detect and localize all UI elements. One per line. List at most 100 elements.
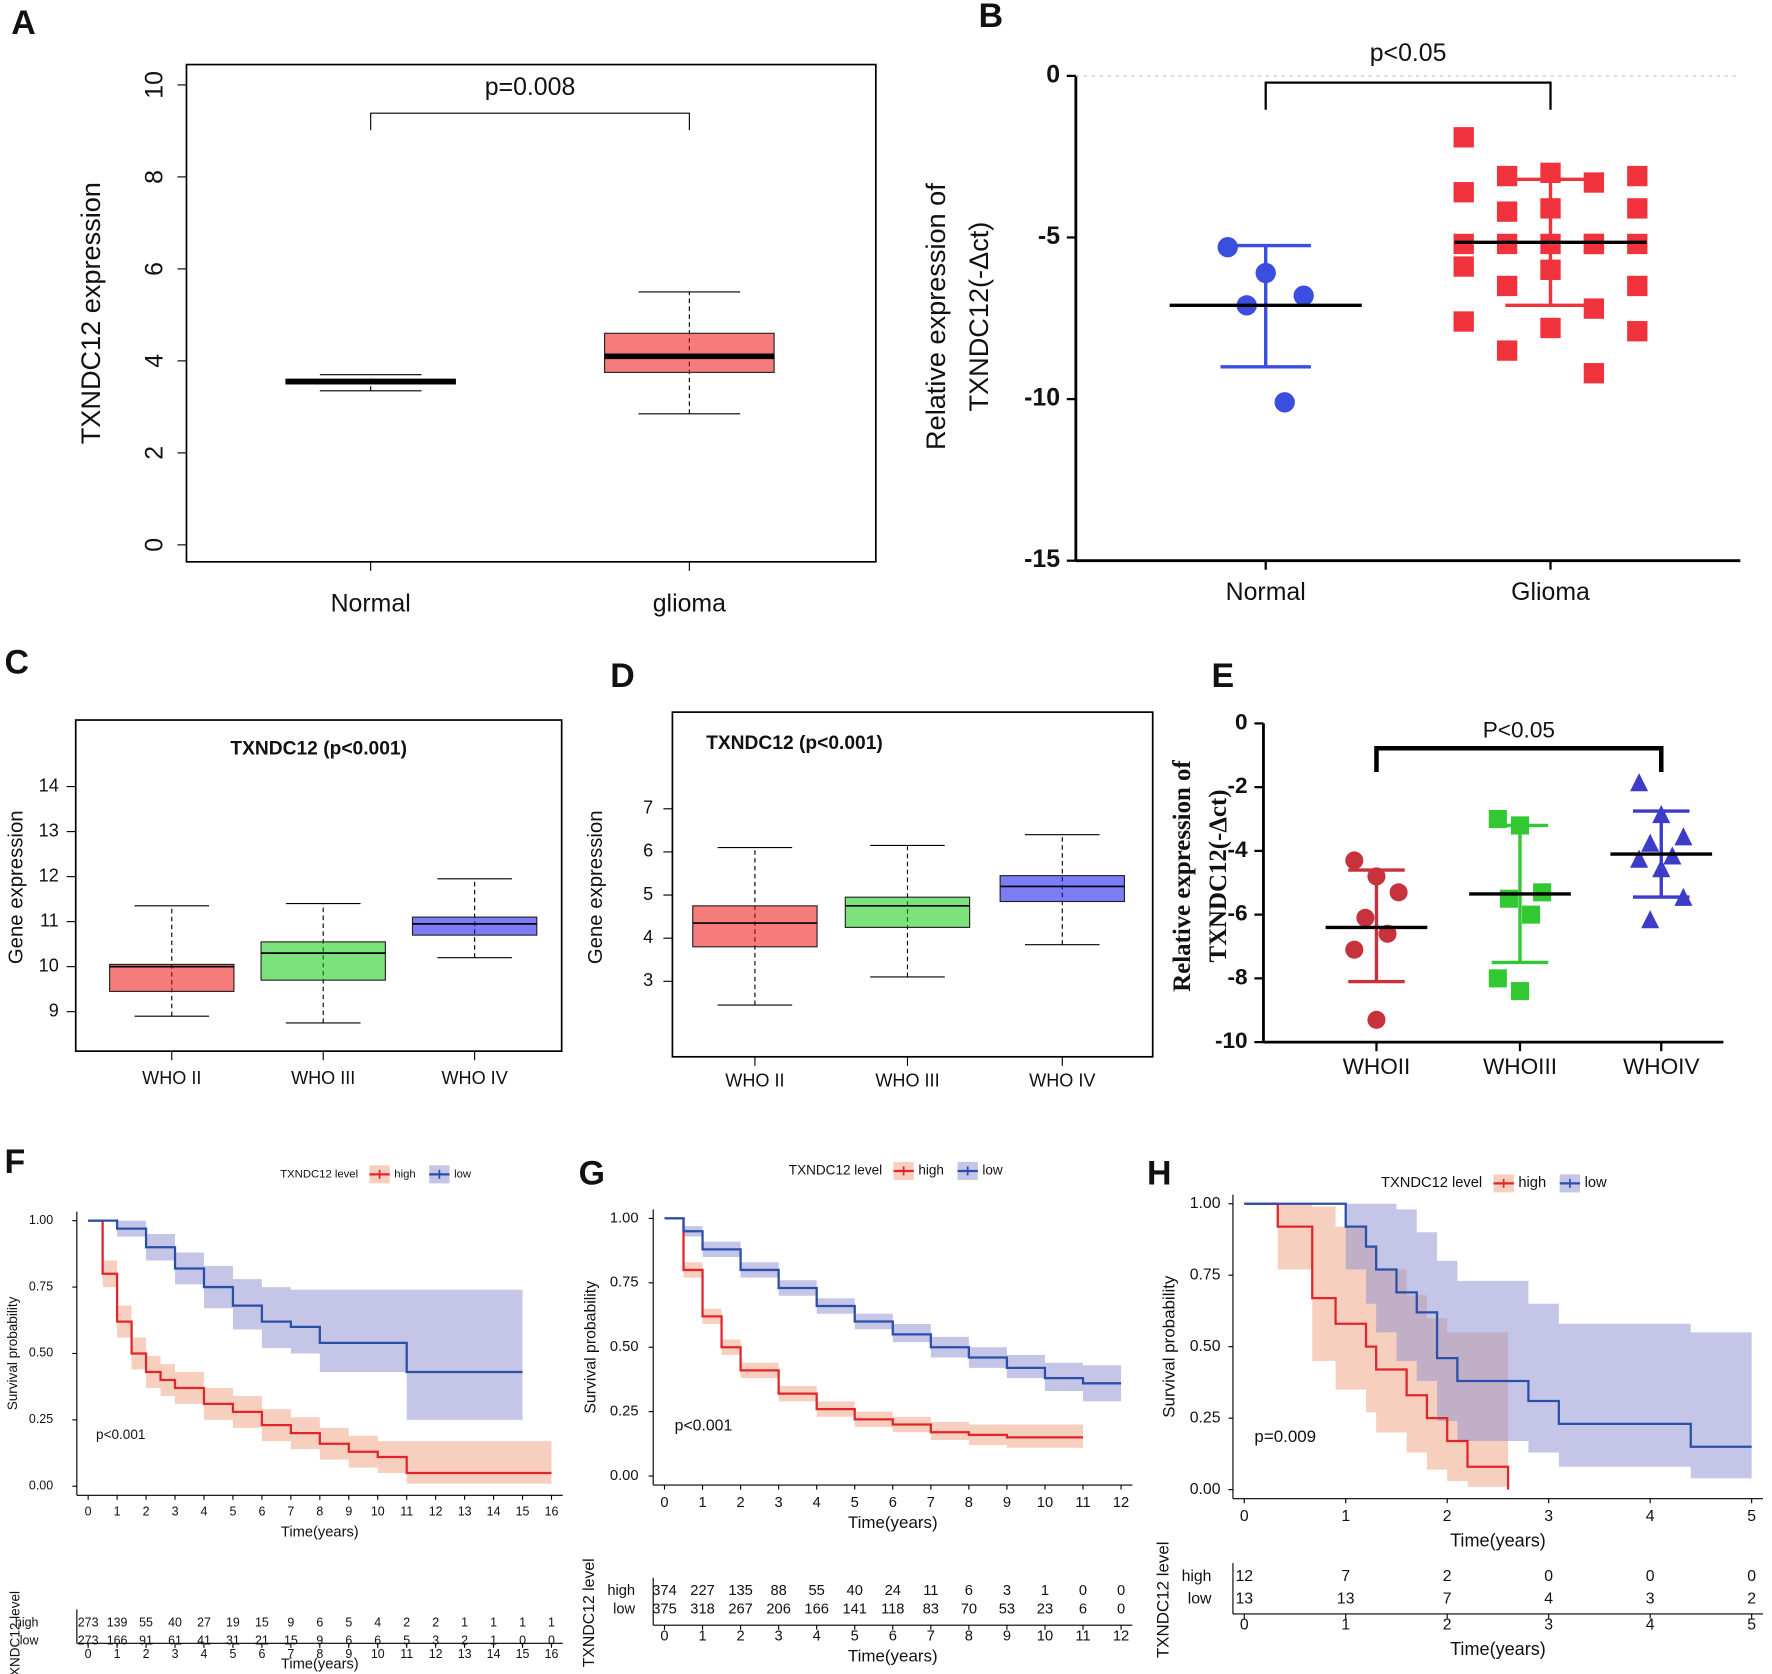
x-tick-label: 6 xyxy=(258,1647,265,1661)
at-risk-count: 5 xyxy=(403,1633,410,1647)
at-risk-count: 0 xyxy=(1747,1568,1756,1585)
y-tick-label: 6 xyxy=(643,841,653,861)
y-axis-label: TXNDC12(-Δct) xyxy=(963,222,994,412)
y-tick-label: 13 xyxy=(39,820,59,840)
x-axis-label: Time(years) xyxy=(1450,1639,1546,1659)
at-risk-count: 0 xyxy=(1079,1583,1087,1599)
x-tick-label: 3 xyxy=(172,1505,179,1519)
y-axis-label: Survival probability xyxy=(5,1296,20,1410)
at-risk-count: 15 xyxy=(284,1633,298,1647)
y-tick-label: 1.00 xyxy=(1190,1195,1221,1212)
x-tick-label: 6 xyxy=(889,1495,897,1511)
y-tick-label: 0.75 xyxy=(1190,1266,1221,1283)
legend-title: TXNDC12 level xyxy=(789,1163,882,1178)
y-tick-label: -10 xyxy=(1215,1028,1248,1053)
at-risk-count: 0 xyxy=(519,1633,526,1647)
y-tick-label: 8 xyxy=(141,170,169,184)
x-tick-label: 10 xyxy=(371,1647,385,1661)
data-point xyxy=(1627,321,1648,342)
x-tick-label: Normal xyxy=(1226,578,1306,606)
y-tick-label: 0.00 xyxy=(610,1468,639,1484)
at-risk-count: 267 xyxy=(728,1601,753,1617)
data-point xyxy=(1583,363,1605,384)
significance-bracket xyxy=(370,112,690,131)
at-risk-count: 139 xyxy=(107,1615,128,1629)
x-tick-label: 3 xyxy=(1544,1508,1553,1525)
x-tick-label: 9 xyxy=(345,1505,352,1519)
at-risk-count: 31 xyxy=(226,1633,240,1647)
panel-label: F xyxy=(5,1143,26,1181)
panel-label: G xyxy=(579,1154,605,1192)
x-tick-label: 2 xyxy=(143,1505,150,1519)
at-risk-count: 273 xyxy=(78,1633,99,1647)
x-tick-label: 15 xyxy=(516,1647,530,1661)
confidence-band xyxy=(664,1218,1084,1448)
at-risk-count: 40 xyxy=(847,1583,863,1599)
x-tick-label: 12 xyxy=(429,1647,443,1661)
annotation: p<0.05 xyxy=(1370,39,1447,67)
at-risk-count: 5 xyxy=(345,1615,352,1629)
at-risk-count: 53 xyxy=(999,1601,1015,1617)
x-tick-label: 9 xyxy=(345,1647,352,1661)
at-risk-count: 118 xyxy=(881,1601,904,1617)
at-risk-count: 4 xyxy=(374,1615,381,1629)
survival-curve xyxy=(1244,1202,1510,1490)
legend-label: high xyxy=(394,1168,415,1180)
y-tick-label: 0.50 xyxy=(29,1346,53,1360)
data-point xyxy=(1453,127,1474,148)
data-point xyxy=(1540,317,1561,339)
y-axis-label: Survival probability xyxy=(583,1281,600,1414)
at-risk-count: 13 xyxy=(1235,1590,1253,1607)
significance-bracket xyxy=(1374,746,1664,773)
p-value: p<0.001 xyxy=(675,1418,733,1435)
y-tick-label: 9 xyxy=(49,1000,59,1020)
at-risk-count: 55 xyxy=(809,1583,825,1599)
at-risk-count: 7 xyxy=(1341,1568,1350,1585)
at-risk-count: 12 xyxy=(1235,1568,1253,1585)
at-risk-count: 40 xyxy=(168,1615,182,1629)
x-tick-label: 2 xyxy=(1443,1616,1452,1633)
x-tick-label: 11 xyxy=(400,1647,413,1661)
at-risk-count: 83 xyxy=(923,1601,939,1617)
x-tick-label: 1 xyxy=(698,1495,706,1511)
y-tick-label: 0 xyxy=(141,538,169,552)
y-tick-label: 0.25 xyxy=(610,1404,639,1420)
at-risk-count: 6 xyxy=(965,1583,973,1599)
x-tick-label: 7 xyxy=(927,1495,935,1511)
data-point xyxy=(1583,298,1605,319)
at-risk-count: 318 xyxy=(690,1601,715,1617)
data-point xyxy=(1627,165,1648,187)
x-axis-label: Time(years) xyxy=(1450,1530,1546,1550)
x-tick-label: 7 xyxy=(287,1505,294,1519)
x-tick-label: glioma xyxy=(653,589,726,617)
at-risk-count: 0 xyxy=(1544,1568,1553,1585)
data-point xyxy=(1630,773,1649,792)
legend-title: TXNDC12 level xyxy=(280,1168,358,1180)
y-axis-label: Gene expression xyxy=(5,810,27,964)
x-tick-label: 8 xyxy=(316,1505,323,1519)
x-tick-label: 3 xyxy=(775,1628,783,1644)
at-risk-count: 19 xyxy=(226,1615,240,1629)
y-axis-label: Gene expression xyxy=(585,810,607,964)
x-tick-label: 0 xyxy=(85,1647,92,1661)
data-point xyxy=(1630,849,1649,868)
at-risk-count: 2 xyxy=(1443,1568,1452,1585)
box xyxy=(411,916,538,936)
x-tick-label: 14 xyxy=(487,1647,501,1661)
at-risk-count: 21 xyxy=(255,1633,269,1647)
at-risk-count: 3 xyxy=(1646,1590,1655,1607)
data-point xyxy=(1378,924,1397,943)
x-tick-label: 5 xyxy=(1747,1616,1756,1633)
at-risk-count: 1 xyxy=(461,1615,468,1629)
y-tick-label: 0 xyxy=(1046,60,1060,88)
y-tick-label: 10 xyxy=(141,71,169,99)
at-risk-count: 1 xyxy=(1041,1583,1049,1599)
at-risk-count: 1 xyxy=(519,1615,526,1629)
at-risk-count: 88 xyxy=(770,1583,786,1599)
legend-label: low xyxy=(982,1163,1003,1178)
y-tick-label: 4 xyxy=(643,927,653,947)
at-risk-count: 41 xyxy=(197,1633,211,1647)
annotation: P<0.05 xyxy=(1483,717,1555,742)
